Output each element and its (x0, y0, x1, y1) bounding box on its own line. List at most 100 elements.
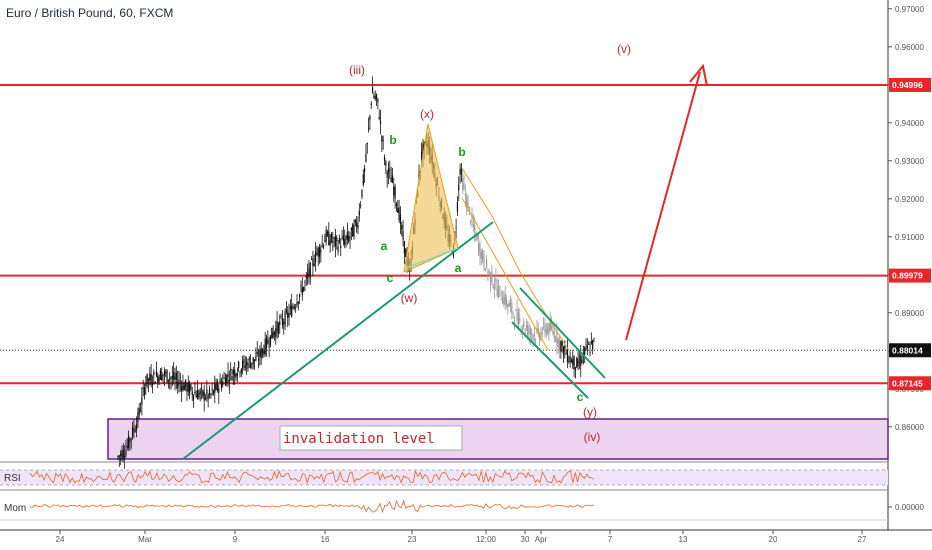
candle-body (120, 453, 122, 457)
x-tick-label: 24 (56, 535, 65, 544)
candle-body (496, 288, 498, 296)
candle-body (495, 278, 497, 283)
candle-body (459, 169, 461, 175)
candle-body (146, 373, 148, 385)
level-tag-label: 0.94996 (892, 80, 923, 90)
y-tick-label: 0.92000 (895, 195, 924, 204)
candle-body (548, 323, 550, 335)
candle-body (195, 394, 197, 398)
candle-body (154, 381, 156, 384)
candle-body (226, 375, 228, 383)
candle-body (317, 248, 319, 257)
candle-body (321, 243, 323, 245)
candle-body (272, 332, 274, 338)
candle-body (545, 329, 547, 334)
rsi-label: RSI (4, 473, 21, 484)
candle-body (134, 430, 136, 432)
candle-body (185, 379, 187, 387)
candle-body (379, 120, 382, 125)
candle-body (578, 362, 581, 364)
candle-body (247, 363, 249, 370)
candle-body (312, 258, 314, 267)
candle-body (215, 383, 217, 390)
candle-body (211, 388, 213, 391)
candle-body (150, 374, 152, 385)
candle-body (470, 220, 472, 223)
candle-body (163, 371, 166, 376)
candle-body (191, 391, 193, 396)
candle-body (574, 367, 577, 370)
candle-body (387, 168, 390, 174)
candle-body (386, 172, 388, 178)
candle-body (501, 300, 504, 304)
candle-body (541, 333, 543, 334)
candle-body (138, 408, 140, 415)
candle-body (560, 341, 562, 352)
candle-body (173, 372, 175, 380)
candle-body (568, 361, 570, 363)
candle-body (260, 348, 262, 359)
candle-body (207, 394, 209, 400)
candle-body (252, 357, 254, 364)
candle-body (513, 320, 516, 322)
candle-body (592, 340, 594, 350)
candle-body (521, 328, 524, 329)
candle-body (243, 359, 245, 363)
mom-line (29, 499, 595, 514)
candle-body (348, 235, 350, 242)
candle-body (456, 201, 459, 212)
candle-body (557, 339, 559, 348)
candle-body (340, 245, 342, 249)
candle-body (507, 304, 509, 308)
candle-body (358, 210, 360, 216)
candle-body (117, 456, 119, 458)
candle-body (276, 321, 278, 332)
candle-body (528, 331, 530, 333)
level-tag (889, 77, 931, 92)
candle-body (246, 362, 248, 365)
candle-body (313, 263, 315, 266)
candle-body (265, 337, 268, 349)
candle-body (402, 231, 404, 240)
channel-lower-line (511, 321, 589, 399)
candle-body (161, 371, 163, 381)
candle-body (558, 340, 561, 350)
candle-body (296, 301, 298, 306)
candle-body (304, 282, 306, 283)
candle-body (532, 335, 534, 340)
candles (117, 76, 595, 469)
candle-body (301, 287, 303, 295)
candle-body (375, 94, 378, 99)
candle-body (373, 95, 375, 98)
candle-body (291, 305, 293, 317)
candle-body (329, 240, 331, 246)
level-tag (889, 268, 931, 283)
harmonic-leg (461, 167, 571, 353)
x-tick-label: 30 (521, 535, 530, 544)
candle-body (492, 285, 494, 288)
x-tick-label: 12:00 (476, 535, 497, 544)
candle-body (135, 424, 138, 430)
candle-body (554, 339, 557, 341)
candle-body (389, 169, 391, 171)
candle-body (399, 214, 402, 224)
candle-body (382, 139, 384, 141)
candle-body (141, 396, 143, 405)
wave-label-a-1: a (381, 239, 388, 253)
candle-body (455, 227, 457, 229)
candle-body (297, 302, 299, 304)
candle-body (535, 339, 537, 341)
candle-body (244, 364, 246, 369)
candle-body (421, 151, 423, 160)
current-price-tag (889, 343, 931, 358)
candle-body (350, 227, 352, 231)
candle-body (308, 268, 310, 276)
candle-body (342, 235, 345, 241)
candle-body (488, 270, 490, 272)
candle-body (549, 322, 551, 331)
candle-body (395, 203, 398, 207)
candle-body (505, 298, 508, 306)
candle-body (508, 302, 510, 307)
candle-body (338, 237, 341, 243)
candle-body (188, 384, 191, 395)
